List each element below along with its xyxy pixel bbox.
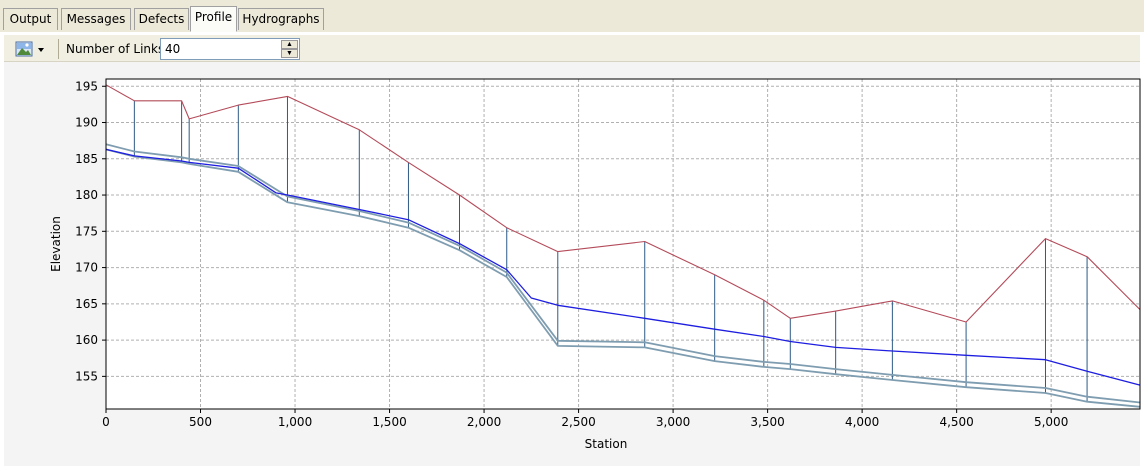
series-lines [105, 84, 1141, 408]
tab-defects[interactable]: Defects [134, 8, 189, 30]
toolbar-separator [58, 39, 59, 59]
series-line-pipe-top [105, 143, 1141, 404]
x-tick-label: 5,000 [1034, 415, 1068, 429]
y-tick-label: 190 [75, 116, 98, 130]
x-tick-label: 0 [102, 415, 110, 429]
y-tick-label: 180 [75, 188, 98, 202]
tab-hydrographs[interactable]: Hydrographs [238, 8, 324, 30]
links-label: Number of Links [66, 42, 165, 56]
x-tick-label: 1,500 [372, 415, 406, 429]
x-tick-label: 500 [189, 415, 212, 429]
node-lines [133, 96, 1088, 402]
tab-messages[interactable]: Messages [61, 8, 131, 30]
links-stepper[interactable]: ▲ ▼ [160, 38, 300, 60]
series-line-pipe-bottom [105, 148, 1141, 408]
links-spinner[interactable]: ▲ ▼ [281, 40, 298, 58]
y-tick-label: 155 [75, 369, 98, 383]
links-input[interactable] [161, 39, 283, 59]
tab-output[interactable]: Output [3, 8, 58, 30]
x-tick-label: 2,500 [561, 415, 595, 429]
y-tick-label: 160 [75, 333, 98, 347]
y-tick-labels: 155 160 165 170 175 180 185 190 195 [75, 79, 106, 383]
x-tick-label: 4,000 [845, 415, 879, 429]
tab-strip: Output Messages Defects Profile Hydrogra… [0, 0, 1144, 33]
grid-lines [106, 79, 1140, 409]
tab-profile[interactable]: Profile [190, 6, 237, 32]
series-line-hgl [105, 148, 1141, 386]
y-axis-title: Elevation [49, 216, 63, 272]
spin-up-icon[interactable]: ▲ [281, 40, 298, 49]
spin-down-icon[interactable]: ▼ [281, 49, 298, 58]
y-tick-label: 175 [75, 224, 98, 238]
picture-icon [15, 41, 44, 57]
y-tick-label: 170 [75, 261, 98, 275]
x-tick-labels: 0 500 1,000 1,500 2,000 2,500 3,000 3,500 4,000 4… [102, 409, 1068, 429]
x-tick-label: 2,000 [467, 415, 501, 429]
y-tick-label: 185 [75, 152, 98, 166]
plot-frame [105, 78, 1141, 410]
series-line-ground [105, 84, 1141, 323]
image-export-button[interactable] [14, 40, 50, 60]
y-tick-label: 195 [75, 79, 98, 93]
y-tick-label: 165 [75, 297, 98, 311]
x-tick-label: 3,000 [656, 415, 690, 429]
x-axis-title: Station [585, 437, 628, 451]
x-tick-label: 3,500 [750, 415, 784, 429]
x-tick-label: 1,000 [278, 415, 312, 429]
x-tick-label: 4,500 [939, 415, 973, 429]
